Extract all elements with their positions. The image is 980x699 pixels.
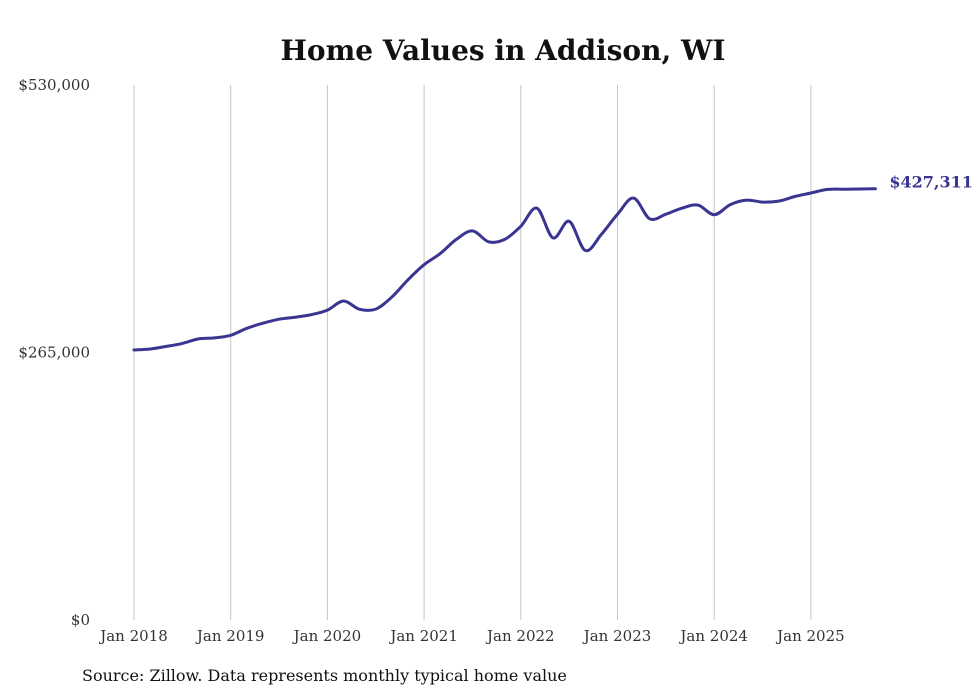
data-point-27 (568, 220, 571, 223)
data-point-22 (487, 240, 490, 243)
data-point-23 (503, 238, 506, 241)
x-tick-label-2023: Jan 2023 (582, 627, 652, 645)
data-point-39 (761, 201, 764, 204)
data-point-14 (358, 308, 361, 311)
x-tick-label-2019: Jan 2019 (195, 627, 265, 645)
data-point-44 (842, 188, 845, 191)
x-tick-label-2025: Jan 2025 (775, 627, 845, 645)
data-point-38 (745, 199, 748, 202)
end-value-label: $427,311 (889, 173, 973, 192)
data-point-42 (809, 192, 812, 195)
data-point-33 (664, 213, 667, 216)
data-point-10 (294, 316, 297, 319)
data-point-19 (439, 252, 442, 255)
data-point-43 (826, 188, 829, 191)
series-line-typical-home-value (132, 187, 877, 352)
vertical-gridlines (133, 85, 812, 620)
data-point-2 (165, 345, 168, 348)
data-point-35 (697, 204, 700, 207)
data-point-9 (278, 318, 281, 321)
data-point-41 (793, 195, 796, 198)
data-point-0 (133, 348, 136, 351)
data-point-32 (648, 217, 651, 220)
data-point-12 (326, 309, 329, 312)
x-tick-label-2020: Jan 2020 (292, 627, 362, 645)
data-point-8 (261, 322, 264, 325)
x-tick-label-2021: Jan 2021 (388, 627, 458, 645)
x-axis-ticks: Jan 2018 Jan 2019 Jan 2020 Jan 2021 Jan 2022… (98, 627, 844, 645)
data-point-40 (777, 200, 780, 203)
data-point-18 (423, 263, 426, 266)
data-point-37 (729, 203, 732, 206)
data-point-7 (245, 327, 248, 330)
data-point-11 (310, 313, 313, 316)
source-note: Source: Zillow. Data represents monthly … (82, 666, 567, 685)
data-point-5 (213, 336, 216, 339)
data-point-29 (600, 233, 603, 236)
y-tick-label-530000: $530,000 (18, 76, 90, 94)
y-tick-label-0: $0 (71, 611, 90, 629)
chart-title: Home Values in Addison, WI (280, 34, 725, 67)
y-tick-label-265000: $265,000 (18, 344, 90, 362)
data-point-31 (632, 197, 635, 200)
data-point-25 (535, 207, 538, 210)
y-axis-ticks: $0 $265,000 $530,000 (18, 76, 90, 629)
data-point-21 (471, 229, 474, 232)
data-point-36 (713, 213, 716, 216)
data-point-4 (197, 337, 200, 340)
data-point-6 (229, 334, 232, 337)
data-point-20 (455, 238, 458, 241)
x-tick-label-2024: Jan 2024 (678, 627, 748, 645)
data-point-28 (584, 249, 587, 252)
x-tick-label-2022: Jan 2022 (485, 627, 555, 645)
data-point-1 (149, 347, 152, 350)
data-point-46 (874, 187, 877, 190)
data-point-34 (680, 207, 683, 210)
data-point-17 (406, 278, 409, 281)
data-point-26 (552, 236, 555, 239)
data-point-3 (181, 342, 184, 345)
data-point-13 (342, 300, 345, 303)
data-point-15 (374, 308, 377, 311)
series-points (133, 187, 877, 351)
x-tick-label-2018: Jan 2018 (98, 627, 168, 645)
data-point-16 (390, 295, 393, 298)
data-point-45 (858, 187, 861, 190)
data-point-30 (616, 213, 619, 216)
data-point-24 (519, 225, 522, 228)
